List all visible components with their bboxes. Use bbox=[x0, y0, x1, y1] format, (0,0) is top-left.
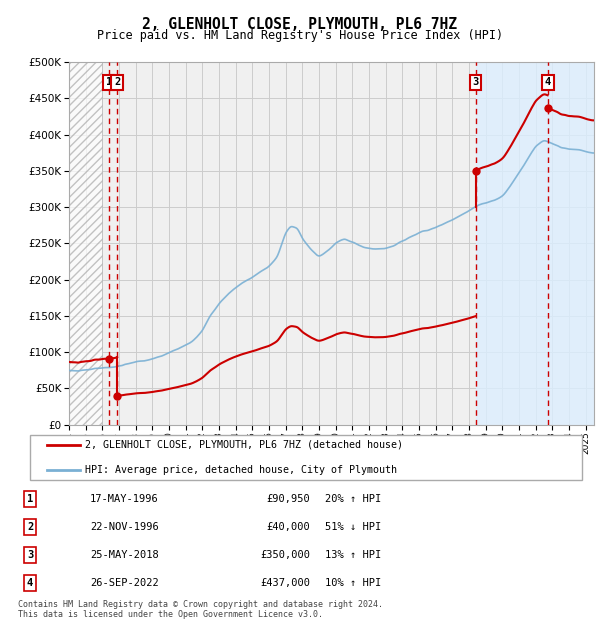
Text: £437,000: £437,000 bbox=[260, 578, 310, 588]
Text: Contains HM Land Registry data © Crown copyright and database right 2024.
This d: Contains HM Land Registry data © Crown c… bbox=[18, 600, 383, 619]
Text: £350,000: £350,000 bbox=[260, 550, 310, 560]
Text: 3: 3 bbox=[473, 78, 479, 87]
Text: 2: 2 bbox=[27, 522, 33, 532]
Text: 20% ↑ HPI: 20% ↑ HPI bbox=[325, 494, 381, 504]
Text: 25-MAY-2018: 25-MAY-2018 bbox=[90, 550, 159, 560]
Text: HPI: Average price, detached house, City of Plymouth: HPI: Average price, detached house, City… bbox=[85, 465, 397, 476]
Text: 4: 4 bbox=[27, 578, 33, 588]
Text: Price paid vs. HM Land Registry's House Price Index (HPI): Price paid vs. HM Land Registry's House … bbox=[97, 29, 503, 42]
Text: 17-MAY-1996: 17-MAY-1996 bbox=[90, 494, 159, 504]
Text: 1: 1 bbox=[106, 78, 112, 87]
Text: 10% ↑ HPI: 10% ↑ HPI bbox=[325, 578, 381, 588]
Bar bbox=[476, 62, 594, 425]
Text: 4: 4 bbox=[545, 78, 551, 87]
Text: 13% ↑ HPI: 13% ↑ HPI bbox=[325, 550, 381, 560]
Text: 51% ↓ HPI: 51% ↓ HPI bbox=[325, 522, 381, 532]
Text: 1: 1 bbox=[27, 494, 33, 504]
Text: £90,950: £90,950 bbox=[266, 494, 310, 504]
Text: 2, GLENHOLT CLOSE, PLYMOUTH, PL6 7HZ: 2, GLENHOLT CLOSE, PLYMOUTH, PL6 7HZ bbox=[143, 17, 458, 32]
Text: 22-NOV-1996: 22-NOV-1996 bbox=[90, 522, 159, 532]
Text: 26-SEP-2022: 26-SEP-2022 bbox=[90, 578, 159, 588]
Text: 2: 2 bbox=[114, 78, 120, 87]
FancyBboxPatch shape bbox=[30, 435, 582, 480]
Text: £40,000: £40,000 bbox=[266, 522, 310, 532]
Bar bbox=[69, 62, 103, 425]
Text: 3: 3 bbox=[27, 550, 33, 560]
Text: 2, GLENHOLT CLOSE, PLYMOUTH, PL6 7HZ (detached house): 2, GLENHOLT CLOSE, PLYMOUTH, PL6 7HZ (de… bbox=[85, 440, 403, 450]
